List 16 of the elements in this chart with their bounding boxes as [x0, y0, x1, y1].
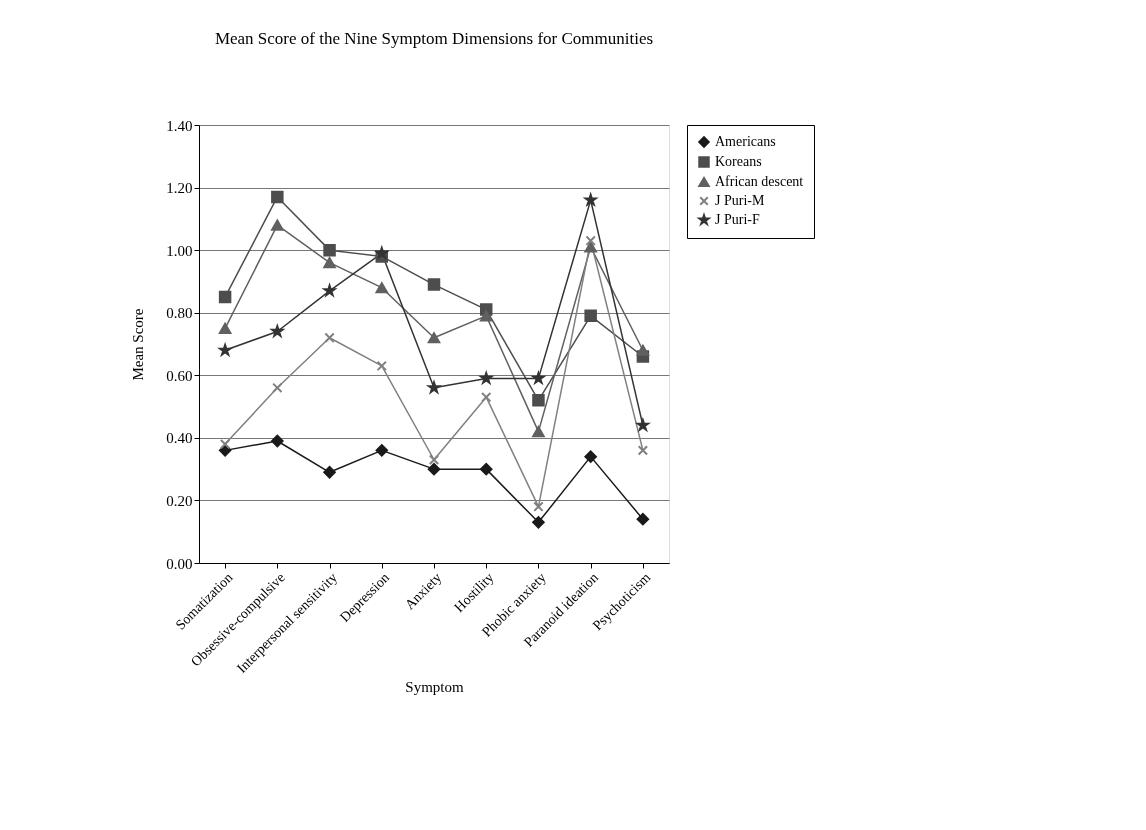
legend-label: African descent — [715, 174, 804, 189]
y-tick-label: 1.00 — [166, 242, 193, 259]
x-axis-title: Symptom — [405, 678, 464, 695]
legend-label: Koreans — [715, 154, 762, 169]
y-tick-label: 0.80 — [166, 305, 193, 322]
y-axis-title: Mean Score — [130, 308, 147, 381]
y-tick-label: 1.40 — [166, 117, 193, 134]
y-tick-label: 0.20 — [166, 492, 193, 509]
y-tick-label: 0.60 — [166, 367, 193, 384]
legend-label: Americans — [715, 134, 776, 149]
y-tick-label: 0.00 — [166, 555, 193, 572]
legend-label: J Puri-M — [715, 193, 765, 208]
y-tick-label: 0.40 — [166, 430, 193, 447]
chart-title: Mean Score of the Nine Symptom Dimensions for Communities — [214, 29, 654, 48]
legend-label: J Puri-F — [715, 212, 760, 227]
y-tick-label: 1.20 — [166, 180, 193, 197]
